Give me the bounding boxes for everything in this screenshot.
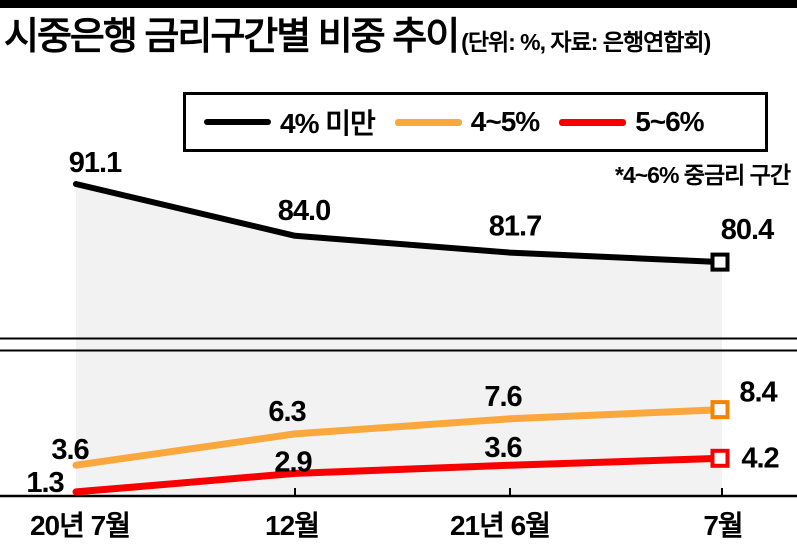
x-axis-label-3: 21년 6월 — [449, 510, 551, 541]
value-label-1-3: 8.4 — [739, 377, 777, 409]
value-label-2-3: 4.2 — [741, 442, 778, 474]
page-title: 시중은행 금리구간별 비중 추이 — [4, 16, 460, 58]
x-axis-label-2: 12월 — [265, 510, 320, 541]
value-label-1-0: 3.6 — [51, 434, 89, 466]
unit-source-note: (단위: %, 자료: 은행연합회) — [461, 28, 711, 55]
value-label-1-2: 7.6 — [484, 381, 522, 413]
series-end-marker-0 — [710, 252, 730, 272]
red-line-swatch-icon — [559, 118, 627, 126]
legend-item-under-4pct: 4% 미만 — [204, 102, 376, 142]
x-axis-label-4: 7월 — [703, 510, 743, 541]
value-label-2-0: 1.3 — [26, 467, 64, 499]
series-line-1 — [72, 406, 726, 469]
legend: 4% 미만 4~5% 5~6% — [183, 92, 768, 152]
legend-item-5-6pct: 5~6% — [559, 106, 705, 138]
black-line-swatch-icon — [204, 119, 271, 125]
top-border-bar — [0, 0, 797, 8]
legend-label: 5~6% — [635, 106, 704, 137]
value-label-0-1: 84.0 — [278, 195, 330, 227]
legend-label: 4~5% — [470, 106, 540, 137]
series-line-0 — [73, 181, 725, 266]
legend-label: 4% 미만 — [280, 108, 376, 139]
orange-line-swatch-icon — [394, 118, 462, 126]
value-label-0-3: 80.4 — [721, 214, 774, 246]
header: 시중은행 금리구간별 비중 추이 (단위: %, 자료: 은행연합회) — [4, 14, 794, 62]
value-label-1-1: 6.3 — [268, 396, 306, 428]
value-label-2-1: 2.9 — [274, 446, 312, 478]
midrate-range-annotation: *4~6% 중금리 구간 — [615, 162, 791, 188]
value-label-2-2: 3.6 — [484, 432, 522, 464]
series-end-marker-1 — [710, 400, 730, 420]
series-end-marker-2 — [710, 448, 730, 468]
series-line-2 — [72, 454, 726, 496]
value-label-0-0: 91.1 — [69, 147, 122, 179]
legend-item-4-5pct: 4~5% — [394, 106, 540, 138]
x-axis-label-1: 20년 7월 — [29, 510, 131, 541]
value-label-0-2: 81.7 — [489, 211, 541, 243]
